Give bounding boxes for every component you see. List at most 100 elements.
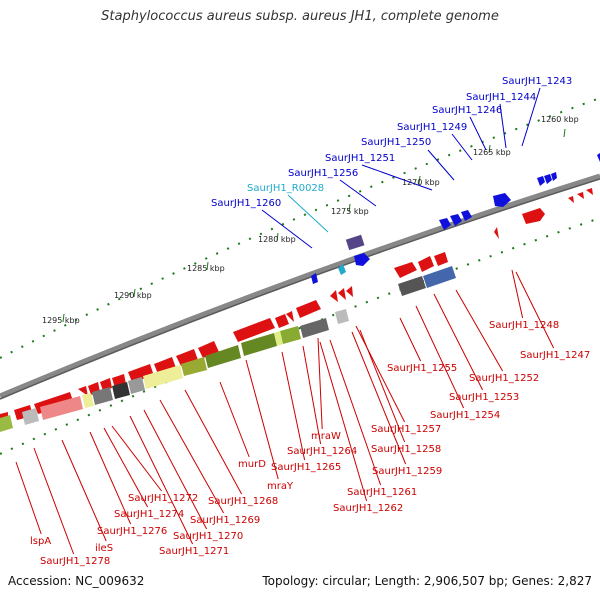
gene-label: SaurJH1_1249 — [397, 122, 467, 133]
callout-line — [129, 415, 194, 545]
gene-block — [205, 345, 241, 368]
gene-label: lspA — [30, 536, 51, 547]
label-layer: 1260 kbp 1265 kbp 1270 kbp 1275 kbp 1280 kbp… — [30, 76, 590, 567]
gene-label: SaurJH1_1244 — [466, 92, 536, 103]
genome-backbone — [0, 173, 600, 399]
gene-arrow — [544, 174, 552, 184]
callout-line — [15, 461, 42, 535]
tick-label: 1270 kbp — [402, 178, 440, 187]
gene-label: SaurJH1_1276 — [97, 526, 167, 537]
gene-arrow — [577, 192, 584, 199]
gene-arrow — [275, 314, 289, 328]
callout-line — [499, 103, 507, 149]
gene-arrow — [450, 214, 462, 226]
gene-label: SaurJH1_1264 — [287, 446, 357, 457]
callout-line — [351, 331, 407, 465]
gene-label: SaurJH1_1256 — [288, 168, 358, 179]
gene-arrow — [354, 253, 370, 266]
callout-line — [359, 329, 406, 443]
gene-arrow — [537, 176, 545, 186]
gene-label: SaurJH1_1253 — [449, 392, 519, 403]
major-tick — [348, 203, 351, 213]
gene-arrow — [418, 256, 434, 272]
callout-line — [143, 409, 208, 530]
gene-label: murD — [238, 459, 266, 470]
gene-block — [112, 382, 130, 399]
major-tick — [418, 175, 421, 185]
gene-label: ileS — [95, 543, 113, 554]
genome-info-text: Topology: circular; Length: 2,906,507 bp… — [262, 574, 592, 588]
gene-arrow — [330, 290, 338, 302]
callout-line — [184, 389, 243, 495]
callout-line — [433, 293, 484, 391]
gene-block — [40, 396, 83, 420]
callout-line — [89, 431, 132, 525]
callout-line — [361, 164, 433, 191]
major-tick — [206, 261, 209, 271]
callout-line — [329, 339, 382, 486]
callout-line — [415, 305, 465, 409]
tick-track-outer — [0, 97, 600, 359]
gene-arrow — [311, 273, 318, 284]
forward-genes — [311, 153, 600, 284]
gene-label: SaurJH1_1274 — [114, 509, 184, 520]
gene-block — [128, 377, 145, 394]
callout-line — [317, 337, 323, 430]
accession-text: Accession: NC_009632 — [8, 574, 145, 588]
callout-line — [427, 149, 455, 181]
gene-arrow — [394, 262, 417, 278]
gene-arrow — [461, 210, 472, 221]
gene-arrow — [439, 218, 451, 230]
gene-arrow — [586, 188, 593, 195]
callout-line — [521, 87, 541, 147]
gene-arrow — [338, 288, 346, 300]
callout-line — [511, 269, 524, 319]
gene-block — [345, 234, 365, 251]
gene-label: SaurJH1_1257 — [371, 424, 441, 435]
callout-line — [339, 179, 377, 207]
callout-line — [281, 351, 306, 461]
tick-label: 1280 kbp — [258, 235, 296, 244]
gene-label: SaurJH1_1246 — [432, 105, 502, 116]
gene-block — [82, 393, 94, 408]
inner-gene-blocks — [0, 266, 456, 432]
callout-line — [399, 317, 422, 362]
gene-label: SaurJH1_1247 — [520, 350, 590, 361]
major-tick — [62, 313, 65, 323]
gene-block — [280, 326, 301, 344]
gene-arrow — [233, 318, 275, 342]
gene-label: SaurJH1_1258 — [371, 444, 441, 455]
gene-arrow — [286, 311, 294, 322]
major-tick — [276, 232, 279, 242]
tick-label: 1265 kbp — [473, 148, 511, 157]
callout-line — [103, 427, 149, 508]
gene-label: SaurJH1_R0028 — [247, 183, 324, 194]
gene-label: SaurJH1_1265 — [271, 462, 341, 473]
gene-arrow — [597, 153, 600, 162]
tick-label: 1285 kbp — [187, 264, 225, 273]
callout-line — [245, 359, 279, 480]
gene-block — [274, 331, 283, 346]
gene-arrow — [551, 172, 557, 181]
gene-label: SaurJH1_1270 — [173, 531, 243, 542]
gene-arrow — [522, 208, 545, 224]
gene-block — [423, 266, 456, 288]
gene-arrow — [296, 300, 321, 318]
gene-arrow — [78, 386, 88, 396]
gene-label: SaurJH1_1250 — [361, 137, 431, 148]
gene-label: SaurJH1_1254 — [430, 410, 500, 421]
tick-track-inner — [0, 217, 600, 455]
gene-label: SaurJH1_1269 — [190, 515, 260, 526]
callout-line — [61, 439, 107, 542]
gene-block — [241, 333, 277, 356]
map-title: Staphylococcus aureus subsp. aureus JH1,… — [101, 9, 499, 24]
gene-label: SaurJH1_1259 — [372, 466, 442, 477]
gene-label: SaurJH1_1255 — [387, 363, 457, 374]
callout-line — [451, 133, 473, 161]
callout-lines — [15, 87, 566, 555]
callout-line — [219, 381, 250, 458]
gene-label: SaurJH1_1252 — [469, 373, 539, 384]
callout-line — [287, 194, 329, 233]
gene-label: SaurJH1_1261 — [347, 487, 417, 498]
